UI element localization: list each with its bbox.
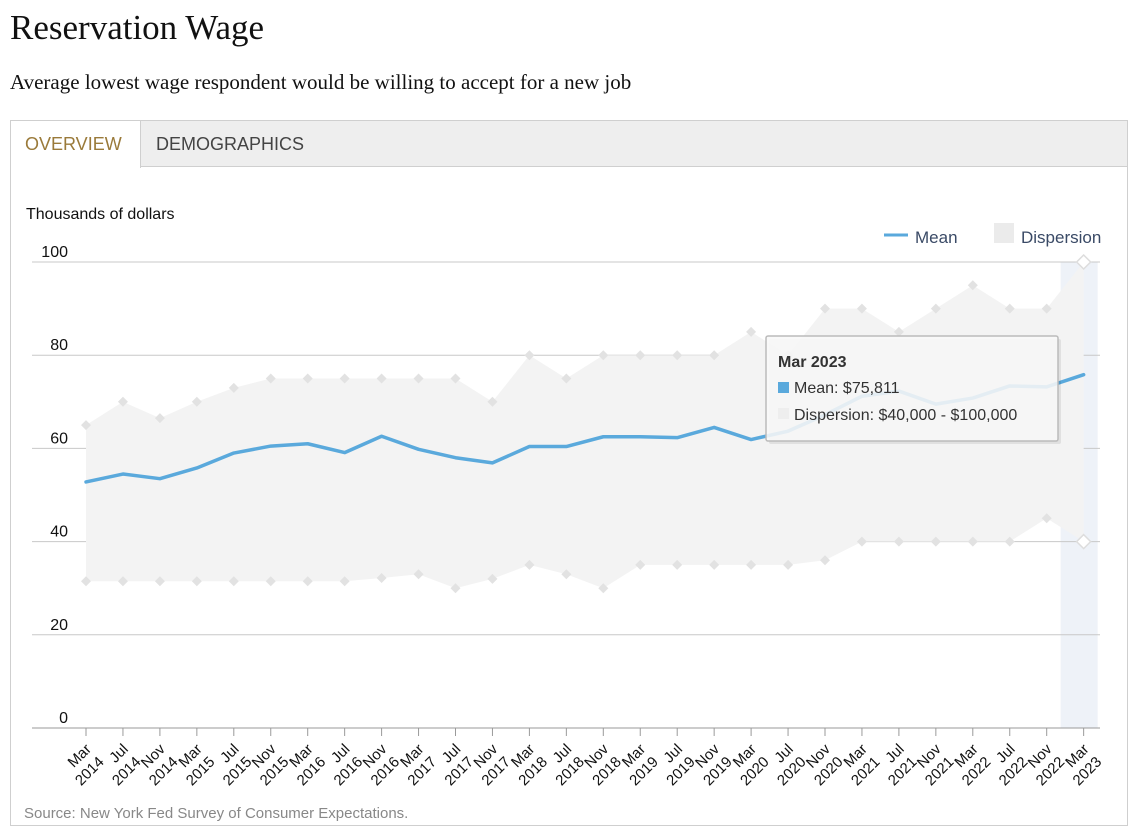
dispersion-high-point[interactable]: [339, 373, 350, 384]
tooltip-title: Mar 2023: [778, 354, 847, 371]
dispersion-high-point[interactable]: [413, 373, 424, 384]
dispersion-low-point[interactable]: [1075, 533, 1092, 550]
tooltip-dispersion-swatch-icon: [778, 408, 789, 419]
dispersion-high-point[interactable]: [450, 373, 461, 384]
dispersion-high-point[interactable]: [191, 396, 202, 407]
y-tick-label-0: 0: [59, 710, 68, 727]
dispersion-low-point[interactable]: [746, 559, 757, 570]
dispersion-low-point[interactable]: [376, 572, 387, 583]
dispersion-low-point[interactable]: [856, 536, 867, 547]
dispersion-low-point[interactable]: [154, 576, 165, 587]
dispersion-high-point[interactable]: [524, 350, 535, 361]
dispersion-high-point[interactable]: [820, 303, 830, 314]
y-tick-label-80: 80: [50, 337, 68, 354]
dispersion-low-point[interactable]: [672, 559, 683, 570]
dispersion-high-point[interactable]: [930, 303, 941, 314]
dispersion-high-point[interactable]: [376, 373, 387, 384]
dispersion-low-point[interactable]: [709, 559, 720, 570]
y-axis-title: Thousands of dollars: [26, 206, 175, 223]
dispersion-low-point[interactable]: [117, 576, 128, 587]
dispersion-low-point[interactable]: [339, 576, 350, 587]
legend-mean-label[interactable]: Mean: [915, 228, 958, 247]
dispersion-low-point[interactable]: [450, 583, 461, 594]
page-subtitle: Average lowest wage respondent would be …: [10, 70, 632, 94]
dispersion-low-point[interactable]: [561, 569, 572, 580]
dispersion-high-point[interactable]: [709, 350, 720, 361]
legend-dispersion-label[interactable]: Dispersion: [1021, 228, 1101, 247]
dispersion-low-point[interactable]: [1041, 513, 1052, 524]
dispersion-low-point[interactable]: [1004, 536, 1015, 547]
dispersion-low-point[interactable]: [893, 536, 904, 547]
dispersion-low-point[interactable]: [487, 573, 498, 584]
dispersion-high-point[interactable]: [302, 373, 313, 384]
tooltip-mean-swatch-icon: [778, 382, 789, 393]
dispersion-high-point[interactable]: [598, 350, 609, 361]
dispersion-low-point[interactable]: [413, 569, 424, 580]
dispersion-high-point[interactable]: [672, 350, 683, 361]
tooltip-mean-value: Mean: $75,811: [794, 380, 900, 397]
dispersion-low-point[interactable]: [598, 583, 609, 594]
dispersion-high-point[interactable]: [746, 326, 757, 337]
tooltip-dispersion-value: Dispersion: $40,000 - $100,000: [794, 407, 1017, 424]
dispersion-low-point[interactable]: [228, 576, 239, 587]
dispersion-low-point[interactable]: [524, 559, 535, 570]
y-tick-label-40: 40: [50, 524, 68, 541]
dispersion-low-point[interactable]: [191, 576, 202, 587]
dispersion-high-point[interactable]: [117, 396, 128, 407]
dispersion-low-point[interactable]: [635, 559, 646, 570]
y-tick-label-60: 60: [50, 430, 68, 447]
tab-overview[interactable]: OVERVIEW: [11, 121, 141, 168]
dispersion-high-point[interactable]: [893, 326, 904, 337]
dispersion-high-point[interactable]: [228, 382, 239, 393]
dispersion-legend-swatch-icon: [994, 223, 1014, 243]
dispersion-low-point[interactable]: [967, 536, 978, 547]
dispersion-high-point[interactable]: [265, 373, 276, 384]
dispersion-low-point[interactable]: [302, 576, 313, 587]
dispersion-high-point[interactable]: [154, 413, 165, 424]
dispersion-high-point[interactable]: [81, 420, 91, 431]
dispersion-high-point[interactable]: [1075, 253, 1092, 271]
y-tick-label-100: 100: [41, 244, 68, 261]
tab-bar: OVERVIEW DEMOGRAPHICS: [11, 121, 1127, 168]
dispersion-high-point[interactable]: [967, 280, 978, 291]
source-note: Source: New York Fed Survey of Consumer …: [24, 805, 408, 822]
tab-demographics[interactable]: DEMOGRAPHICS: [156, 134, 305, 154]
dispersion-high-point[interactable]: [487, 396, 498, 407]
dispersion-high-point[interactable]: [1041, 303, 1052, 314]
dispersion-high-point[interactable]: [561, 373, 572, 384]
x-tick-label: Mar2014: [59, 741, 107, 789]
tooltip-box: [765, 335, 1059, 442]
dispersion-low-point[interactable]: [930, 536, 941, 547]
dispersion-high-point[interactable]: [635, 350, 646, 361]
dispersion-high-point[interactable]: [856, 303, 867, 314]
dispersion-low-point[interactable]: [265, 576, 276, 587]
dispersion-low-point[interactable]: [783, 559, 794, 570]
dispersion-low-point[interactable]: [820, 555, 830, 566]
dispersion-low-point[interactable]: [81, 576, 91, 587]
page-title: Reservation Wage: [10, 8, 265, 47]
y-tick-label-20: 20: [50, 617, 68, 634]
dispersion-high-point[interactable]: [1004, 303, 1015, 314]
